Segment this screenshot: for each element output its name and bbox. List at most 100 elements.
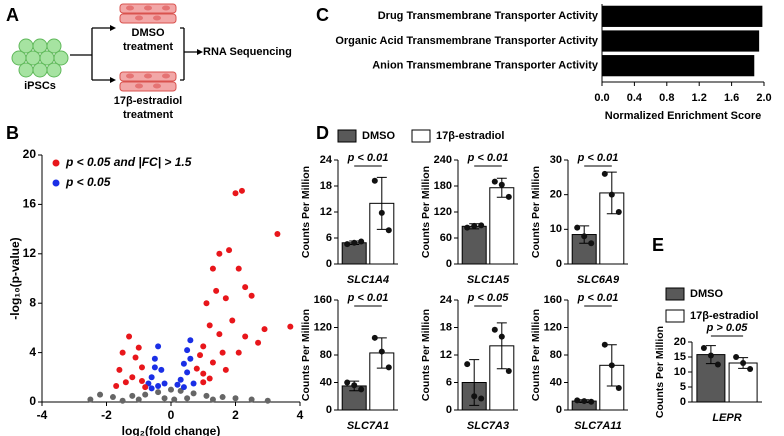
legend-label: DMSO: [690, 288, 723, 300]
category-label: SLC6A9: [577, 274, 620, 286]
data-point: [740, 360, 747, 366]
y-tick-label: 0: [446, 258, 452, 270]
bar: [461, 225, 487, 265]
data-point: [588, 240, 595, 247]
legend-label: 17β-estradiol: [436, 130, 504, 142]
x-axis-title: Normalized Enrichment Score: [605, 110, 762, 122]
point: [193, 365, 200, 372]
point: [235, 265, 242, 272]
y-tick-label: 40: [550, 376, 562, 388]
data-point: [498, 333, 505, 340]
legend-swatch: [52, 179, 60, 187]
data-point: [615, 209, 622, 215]
y-tick-label: 5: [680, 381, 686, 393]
data-point: [464, 224, 471, 231]
y-tick-label: 18: [320, 180, 332, 192]
y-axis-title: -log₁₀(p-value): [8, 237, 22, 319]
point: [109, 394, 116, 401]
point: [190, 380, 197, 387]
data-point: [733, 354, 740, 360]
y-axis-title: Counts Per Million: [530, 309, 542, 401]
x-axis-title: log₂(fold change): [122, 424, 221, 436]
point: [248, 396, 255, 403]
point: [161, 380, 168, 387]
point: [142, 391, 149, 398]
y-tick-label: 4: [29, 345, 36, 359]
x-tick-label: 1.6: [724, 92, 739, 104]
category-label: SLC7A3: [467, 420, 509, 432]
point: [219, 349, 226, 356]
x-tick-label: 2: [232, 408, 239, 422]
y-tick-label: 12: [23, 246, 37, 260]
top-branch-line1: DMSO: [132, 27, 165, 39]
y-tick-label: 18: [440, 321, 452, 333]
legend-label: p < 0.05 and |FC| > 1.5: [65, 155, 192, 169]
panel-label: A: [6, 5, 19, 25]
data-point: [505, 193, 512, 200]
point: [222, 295, 229, 302]
point: [151, 364, 158, 371]
category-label: SLC1A5: [467, 274, 510, 286]
bar: [696, 354, 726, 403]
data-point: [581, 398, 588, 405]
data-point: [371, 177, 378, 184]
flow-arrows: [70, 25, 203, 83]
y-tick-label: 0: [29, 394, 36, 408]
data-point: [344, 241, 351, 248]
significance-label: p < 0.01: [577, 152, 619, 164]
point: [203, 392, 210, 399]
y-tick-label: 0: [446, 404, 452, 416]
y-axis-title: Counts Per Million: [530, 166, 542, 258]
bar: [602, 30, 760, 52]
point: [119, 397, 126, 404]
point: [216, 250, 223, 257]
y-tick-label: 6: [446, 376, 452, 388]
point: [200, 379, 207, 386]
data-point: [608, 191, 615, 198]
data-point: [478, 395, 485, 402]
data-point: [574, 397, 581, 404]
point: [171, 396, 178, 403]
point: [232, 395, 239, 402]
point: [206, 322, 213, 329]
category-label: LEPR: [712, 412, 741, 424]
data-point: [385, 364, 392, 371]
category-label: SLC7A1: [347, 420, 389, 432]
point: [200, 370, 207, 377]
significance-label: p < 0.01: [347, 152, 389, 164]
bottom-branch-line2: treatment: [123, 109, 173, 121]
data-point: [588, 398, 595, 405]
point: [126, 333, 133, 340]
legend-label: 17β-estradiol: [690, 310, 758, 322]
y-axis-title: Counts Per Million: [300, 309, 312, 401]
result-label: RNA Sequencing: [203, 46, 292, 58]
point: [206, 375, 213, 382]
y-tick-label: 0: [556, 258, 562, 270]
data-point: [344, 379, 351, 386]
dmso-cells: [119, 3, 177, 24]
category-label: Anion Transmembrane Transporter Activity: [372, 60, 599, 72]
point: [177, 376, 184, 383]
point: [151, 355, 158, 362]
panel-label: C: [316, 5, 329, 25]
panel-label: B: [6, 123, 19, 143]
y-tick-label: 120: [434, 206, 452, 218]
point: [187, 355, 194, 362]
point: [148, 385, 155, 392]
data-point: [608, 362, 615, 369]
point: [155, 382, 162, 389]
y-tick-label: 24: [320, 154, 333, 166]
source-label: iPSCs: [24, 80, 56, 92]
y-tick-label: 30: [550, 154, 562, 166]
y-tick-label: 10: [550, 223, 562, 235]
point: [132, 354, 139, 361]
point: [87, 396, 94, 403]
point: [184, 395, 191, 402]
x-tick-label: -2: [101, 408, 112, 422]
point: [264, 397, 271, 404]
y-tick-label: 10: [674, 366, 686, 378]
x-tick-label: 2.0: [756, 92, 771, 104]
point: [248, 292, 255, 299]
y-tick-label: 0: [326, 404, 332, 416]
